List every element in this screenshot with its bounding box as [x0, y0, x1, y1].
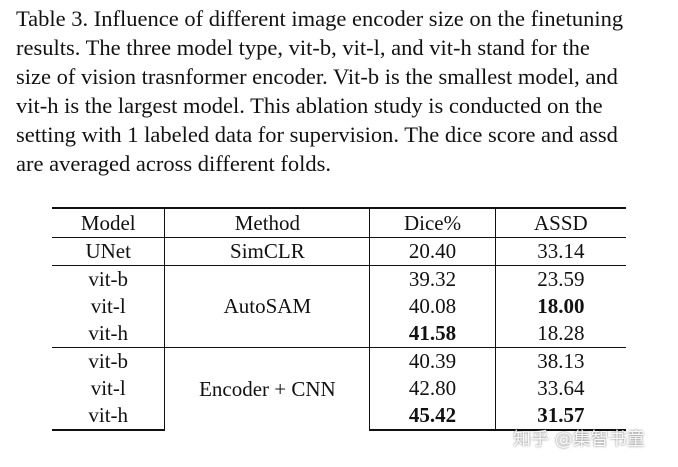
caption-line: setting with 1 labeled data for supervis…: [16, 122, 618, 147]
cell-model: vit-h: [52, 320, 166, 348]
table-row: vit-b Encoder + CNN 40.39 38.13: [52, 347, 626, 430]
cell-assd-best: 18.00: [537, 294, 585, 318]
header-model: Model: [52, 208, 166, 238]
table-row: vit-l 42.80 33.64: [52, 375, 626, 402]
cell-assd-best: 31.57: [495, 402, 626, 431]
results-table-container: Model Method Dice% ASSD UNet SimCLR 20.4…: [52, 207, 626, 431]
table-row: vit-b AutoSAM 39.32 23.59: [52, 265, 626, 348]
cell-model: vit-b: [52, 265, 166, 293]
cell-assd: 33.14: [495, 237, 626, 266]
cell-dice-best: 41.58: [369, 320, 496, 348]
caption-line: vit-h is the largest model. This ablatio…: [16, 93, 603, 118]
group-simclr: UNet SimCLR 20.40 33.14: [52, 237, 626, 266]
header-assd: ASSD: [495, 208, 626, 238]
cell-model: UNet: [52, 237, 166, 266]
table-row: vit-h 41.58 18.28: [52, 320, 626, 348]
cell-assd: 23.59: [495, 265, 626, 293]
cell-assd: 33.64: [537, 376, 585, 400]
watermark: 知乎 @集智书童: [513, 429, 645, 450]
caption-line: are averaged across different folds.: [16, 151, 332, 176]
group-encoder-cnn: vit-b Encoder + CNN 40.39 38.13 vit-l 42…: [52, 347, 626, 431]
table-caption: Table 3. Influence of different image en…: [16, 4, 668, 178]
table-row: vit-h 45.42 31.57: [52, 402, 626, 431]
cell-dice-best: 45.42: [369, 402, 496, 431]
header-row: Model Method Dice% ASSD: [52, 208, 626, 238]
cell-dice: 39.32: [369, 265, 496, 293]
cell-assd: 18.28: [537, 321, 585, 345]
cell-dice: 20.40: [369, 237, 496, 266]
caption-line: results. The three model type, vit-b, vi…: [16, 35, 590, 60]
table-row: vit-l 40.08 18.00: [52, 293, 626, 320]
results-table: Model Method Dice% ASSD UNet SimCLR 20.4…: [52, 207, 626, 431]
cell-model: vit-b: [52, 347, 166, 375]
cell-method: AutoSAM: [164, 265, 371, 348]
caption-line: Table 3. Influence of different image en…: [16, 6, 624, 31]
cell-method: Encoder + CNN: [164, 347, 371, 430]
header-method: Method: [164, 208, 371, 238]
cell-method: SimCLR: [164, 237, 371, 266]
cell-model: vit-h: [52, 402, 166, 431]
header-dice: Dice%: [369, 208, 496, 238]
group-autosam: vit-b AutoSAM 39.32 23.59 vit-l 40.08 18…: [52, 265, 626, 348]
cell-model: vit-l: [52, 293, 166, 320]
cell-model: vit-l: [52, 375, 166, 402]
cell-dice: 42.80: [369, 375, 496, 402]
cell-assd: 38.13: [495, 347, 626, 375]
cell-dice: 40.08: [369, 293, 496, 320]
table-row: UNet SimCLR 20.40 33.14: [52, 237, 626, 266]
caption-line: size of vision trasnformer encoder. Vit-…: [16, 64, 618, 89]
cell-dice: 40.39: [369, 347, 496, 375]
